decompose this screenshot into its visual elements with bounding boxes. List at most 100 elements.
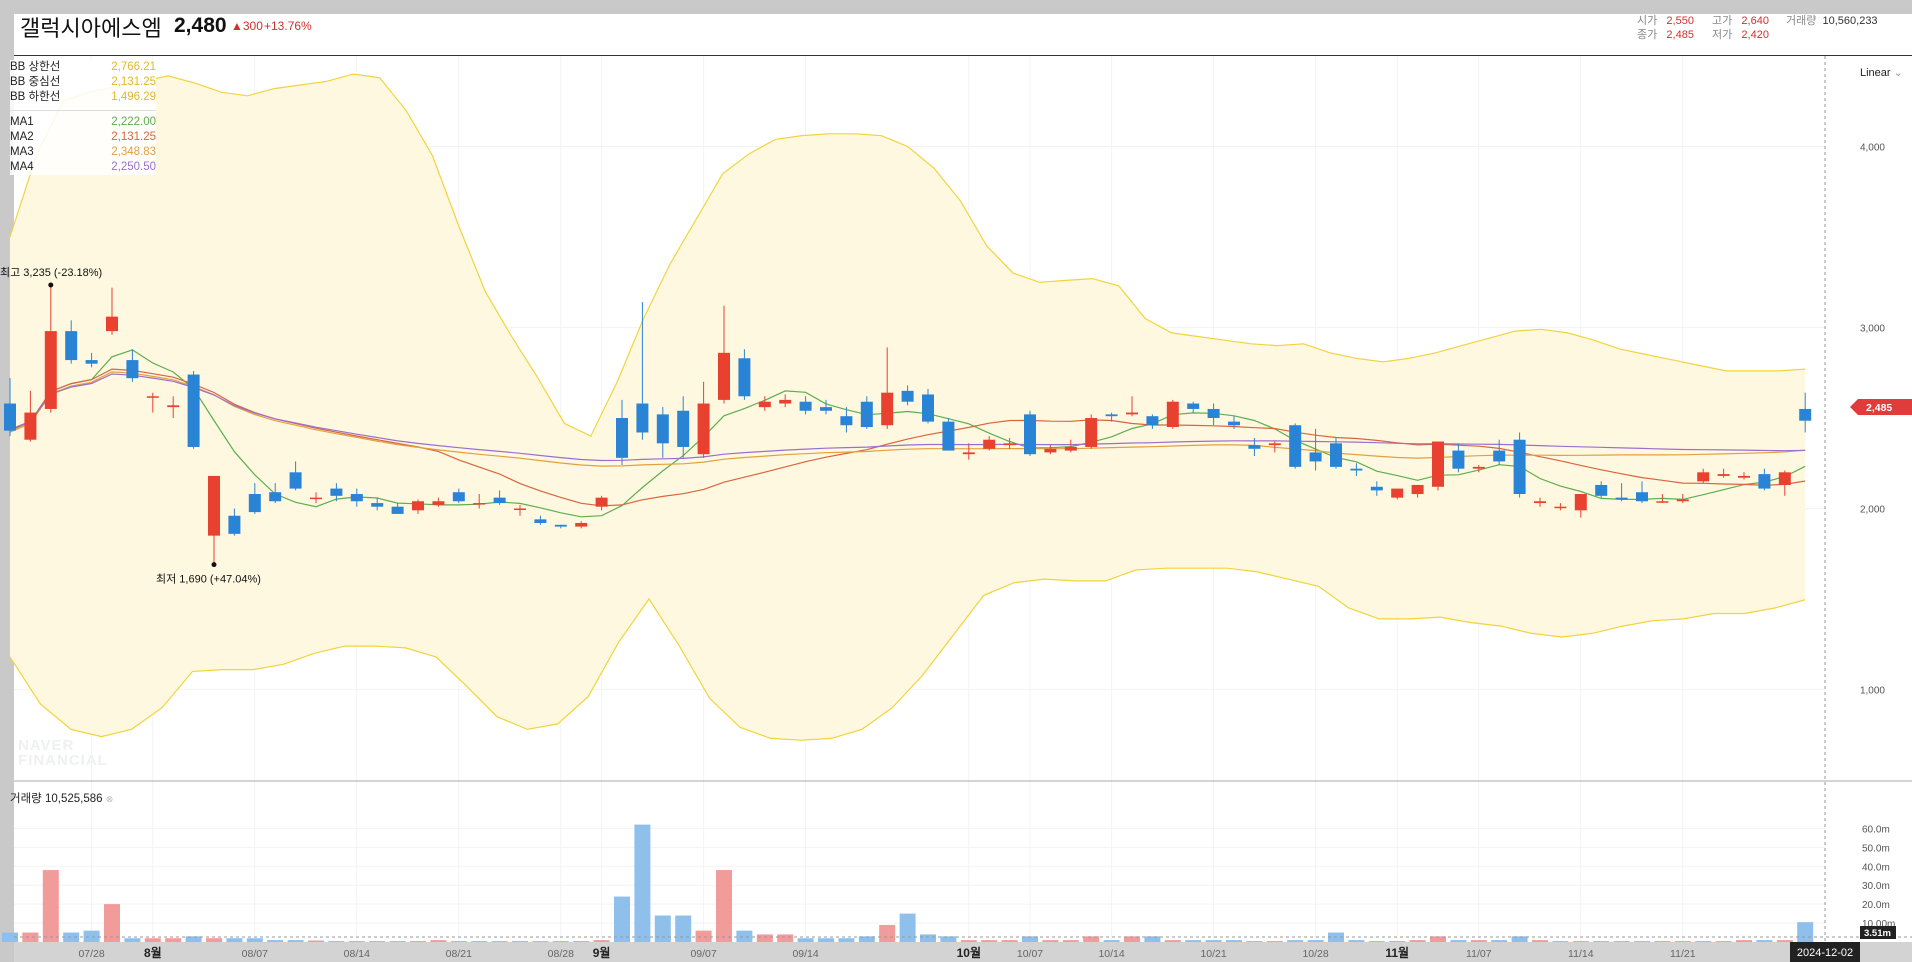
legend-ma4-name: MA4 bbox=[10, 161, 34, 173]
volume-bar bbox=[1001, 940, 1018, 942]
volume-bar bbox=[226, 938, 243, 942]
bollinger-band bbox=[9, 73, 1806, 741]
candle-body bbox=[1309, 452, 1322, 462]
moving-averages bbox=[9, 349, 1806, 518]
legend-bb-upper-value: 2,766.21 bbox=[111, 61, 156, 73]
volume-bar bbox=[1124, 936, 1140, 942]
volume-bar bbox=[1368, 941, 1385, 942]
candle-body bbox=[106, 316, 118, 332]
volume-bar bbox=[960, 940, 977, 942]
legend-bb-lower[interactable]: BB 하한선 1,496.29 bbox=[10, 90, 156, 105]
scale-toggle-button[interactable]: Linear ⌄ bbox=[1860, 66, 1903, 79]
candle-body bbox=[1207, 408, 1220, 418]
candle-body bbox=[1187, 403, 1200, 409]
date-tag: 2024-12-02 bbox=[1797, 947, 1853, 959]
volume-bar bbox=[22, 932, 39, 942]
ma4-line bbox=[9, 373, 1806, 462]
x-tick-label: 10/14 bbox=[1098, 948, 1124, 960]
legend-bb-lower-value: 1,496.29 bbox=[111, 91, 156, 103]
candle-body bbox=[412, 501, 424, 511]
candle-body bbox=[1778, 472, 1791, 485]
legend-ma4-value: 2,250.50 bbox=[111, 161, 156, 173]
candle-body bbox=[1411, 484, 1424, 495]
volume-tick-label: 10.00m bbox=[1862, 919, 1895, 930]
volume-bar bbox=[1654, 941, 1671, 942]
scale-toggle-label: Linear bbox=[1860, 67, 1891, 79]
legend-ma2[interactable]: MA2 2,131.25 bbox=[10, 130, 156, 145]
candle-body bbox=[4, 403, 16, 431]
candle-body bbox=[1289, 425, 1302, 467]
legend-bb-upper[interactable]: BB 상한선 2,766.21 bbox=[10, 60, 156, 75]
volume-bar bbox=[450, 941, 467, 942]
volume-bar bbox=[614, 896, 630, 942]
volume-bar bbox=[818, 938, 834, 942]
bollinger-upper-line bbox=[9, 73, 1806, 437]
candle-body bbox=[656, 414, 669, 444]
legend-ma1-name: MA1 bbox=[10, 116, 34, 128]
legend-ma1[interactable]: MA1 2,222.00 bbox=[10, 115, 156, 130]
current-price-tag-bg bbox=[1850, 399, 1912, 415]
volume-bar bbox=[1185, 940, 1202, 942]
candle-body bbox=[1574, 494, 1587, 511]
volume-bar bbox=[471, 941, 488, 942]
candle-body bbox=[1044, 448, 1057, 453]
candle-body bbox=[208, 475, 220, 536]
x-tick-label: 10/28 bbox=[1302, 948, 1328, 960]
price-change-percent: +13.76% bbox=[264, 19, 312, 33]
legend-ma4[interactable]: MA4 2,250.50 bbox=[10, 160, 156, 175]
volume-panel-label: 거래량 bbox=[10, 793, 42, 805]
x-tick-label: 08/28 bbox=[548, 948, 574, 960]
volume-tick-label: 40.0m bbox=[1862, 862, 1890, 873]
volume-bar bbox=[858, 936, 875, 942]
volume-bar bbox=[1756, 940, 1773, 942]
candle-body bbox=[1024, 414, 1036, 455]
candle-body bbox=[391, 506, 404, 514]
x-tick-label: 11/14 bbox=[1568, 948, 1594, 960]
volume-bar bbox=[1205, 940, 1222, 942]
volume-bar bbox=[1491, 940, 1508, 942]
overlay: 2,485 3.51m 2024-12-02 최고 3,235 (-23.18%) 최저… bbox=[0, 266, 1912, 962]
open-value: 2,550 bbox=[1666, 15, 1694, 27]
legend-ma3[interactable]: MA3 2,348.83 bbox=[10, 145, 156, 160]
volume-bars bbox=[2, 824, 1814, 942]
x-tick-label: 08/07 bbox=[242, 948, 268, 960]
volume-bar bbox=[1409, 940, 1426, 942]
volume-bar bbox=[1430, 936, 1446, 942]
candle-body bbox=[126, 360, 139, 379]
candle-body bbox=[1085, 418, 1098, 447]
legend-ma3-value: 2,348.83 bbox=[111, 146, 156, 158]
volume-bar bbox=[1634, 941, 1650, 942]
volume-bar bbox=[573, 941, 590, 942]
volume-bar bbox=[1511, 936, 1528, 942]
volume-tick-label: 20.0m bbox=[1862, 900, 1890, 911]
volume-bar bbox=[267, 940, 284, 942]
candle-body bbox=[758, 401, 771, 408]
candle-body bbox=[1656, 501, 1669, 503]
naver-financial-watermark: NAVER FINANCIAL bbox=[18, 738, 108, 768]
candle-body bbox=[738, 358, 751, 397]
low-marker bbox=[211, 562, 217, 568]
legend-bb-mid-value: 2,131.25 bbox=[111, 76, 156, 88]
candle-body bbox=[1717, 474, 1730, 476]
candle-body bbox=[575, 522, 588, 527]
volume-bar bbox=[1287, 940, 1304, 942]
candle-body bbox=[799, 401, 812, 411]
volume-bar bbox=[634, 824, 651, 942]
volume-bar bbox=[246, 938, 263, 942]
volume-bar bbox=[104, 904, 120, 942]
volume-bar bbox=[838, 938, 855, 942]
legend-bb-mid[interactable]: BB 중심선 2,131.25 bbox=[10, 75, 156, 90]
volume-bar bbox=[1062, 940, 1079, 942]
volume-bar bbox=[491, 941, 508, 942]
settings-icon[interactable]: ⊗ bbox=[105, 794, 114, 804]
candle-body bbox=[1432, 441, 1444, 487]
x-tick-label: 10/21 bbox=[1200, 948, 1226, 960]
x-tick-label: 9월 bbox=[593, 945, 611, 960]
volume-bar bbox=[1042, 940, 1059, 942]
candle-body bbox=[44, 331, 57, 409]
candle-body bbox=[1003, 443, 1016, 446]
high-label: 고가 bbox=[1712, 15, 1733, 27]
volume-bar bbox=[1715, 941, 1732, 942]
candle-body bbox=[1268, 443, 1281, 446]
